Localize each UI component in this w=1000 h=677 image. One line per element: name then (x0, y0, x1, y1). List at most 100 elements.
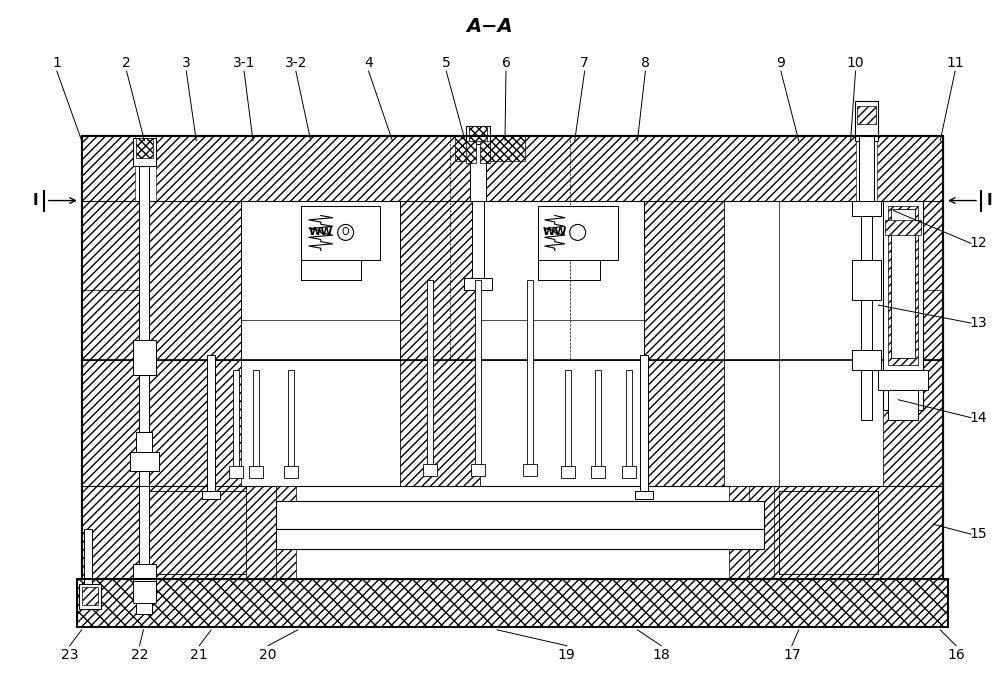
Bar (427, 280, 433, 471)
Bar (595, 370, 601, 471)
Text: WW: WW (543, 227, 567, 238)
Bar (861, 215, 872, 360)
Bar (84, 529, 92, 584)
Bar (288, 370, 294, 471)
Bar (136, 432, 152, 452)
Bar (246, 486, 749, 579)
Text: 23: 23 (61, 648, 79, 661)
Bar (207, 355, 215, 492)
Bar (724, 360, 779, 486)
Bar (77, 579, 948, 627)
Bar (133, 564, 156, 584)
Text: 1: 1 (52, 56, 61, 70)
Bar (885, 221, 921, 236)
Bar (591, 466, 605, 479)
Bar (139, 166, 149, 439)
Text: 22: 22 (131, 648, 148, 661)
Bar (455, 136, 490, 160)
Text: 3-2: 3-2 (285, 56, 307, 70)
Bar (644, 360, 724, 486)
Bar (141, 360, 241, 486)
Text: 21: 21 (190, 648, 208, 661)
Bar (480, 360, 644, 486)
Bar (400, 200, 480, 360)
Text: I: I (986, 193, 992, 208)
Text: 19: 19 (558, 648, 576, 661)
Bar (276, 529, 764, 549)
Bar (883, 360, 943, 486)
Bar (82, 587, 98, 605)
Text: 11: 11 (946, 56, 964, 70)
Bar (861, 370, 872, 420)
Bar (284, 466, 298, 479)
Bar (466, 126, 490, 144)
Bar (538, 206, 618, 261)
Bar (565, 370, 571, 471)
Bar (470, 144, 486, 200)
Bar (891, 209, 915, 358)
Bar (852, 200, 881, 215)
Bar (249, 466, 263, 479)
Bar (852, 261, 881, 300)
Bar (79, 584, 101, 609)
Bar (146, 492, 246, 574)
Text: 17: 17 (783, 648, 801, 661)
Bar (253, 370, 259, 471)
Bar (888, 390, 918, 420)
Bar (233, 370, 239, 471)
Bar (472, 200, 484, 280)
Bar (77, 579, 948, 627)
Bar (527, 280, 533, 471)
Text: O: O (342, 227, 349, 238)
Bar (400, 360, 480, 486)
Bar (779, 492, 878, 574)
Bar (301, 206, 380, 261)
Text: 8: 8 (641, 56, 650, 70)
Bar (480, 200, 644, 360)
Bar (640, 355, 648, 492)
Text: 12: 12 (969, 236, 987, 250)
Bar (77, 579, 948, 627)
Bar (466, 141, 476, 162)
Text: 13: 13 (969, 316, 987, 330)
Bar (133, 340, 156, 375)
Bar (202, 492, 220, 500)
Bar (729, 486, 749, 579)
Text: 18: 18 (652, 648, 670, 661)
Bar (133, 138, 156, 166)
Bar (469, 126, 487, 141)
Bar (626, 370, 632, 471)
Text: 4: 4 (364, 56, 373, 70)
Bar (82, 486, 943, 579)
Bar (82, 136, 943, 200)
Bar (622, 466, 636, 479)
Text: 10: 10 (847, 56, 864, 70)
Bar (561, 466, 575, 479)
Text: 6: 6 (502, 56, 510, 70)
Bar (136, 584, 152, 614)
Bar (883, 200, 923, 410)
Bar (852, 350, 881, 370)
Bar (471, 464, 485, 477)
Bar (480, 141, 490, 162)
Text: 16: 16 (947, 648, 965, 661)
Bar (139, 486, 149, 579)
Text: 2: 2 (122, 56, 131, 70)
Text: 9: 9 (776, 56, 785, 70)
Bar (724, 200, 779, 360)
Bar (82, 136, 943, 579)
Bar (644, 200, 724, 360)
Text: A−A: A−A (467, 17, 513, 36)
Bar (133, 581, 156, 603)
Text: 5: 5 (442, 56, 451, 70)
Bar (241, 360, 400, 486)
Bar (779, 492, 878, 574)
Bar (82, 200, 141, 360)
Bar (246, 486, 276, 579)
Bar (141, 200, 241, 360)
Text: WW: WW (308, 227, 333, 238)
Bar (883, 200, 943, 360)
Bar (82, 136, 943, 579)
Text: 7: 7 (580, 56, 589, 70)
Bar (888, 206, 918, 365)
